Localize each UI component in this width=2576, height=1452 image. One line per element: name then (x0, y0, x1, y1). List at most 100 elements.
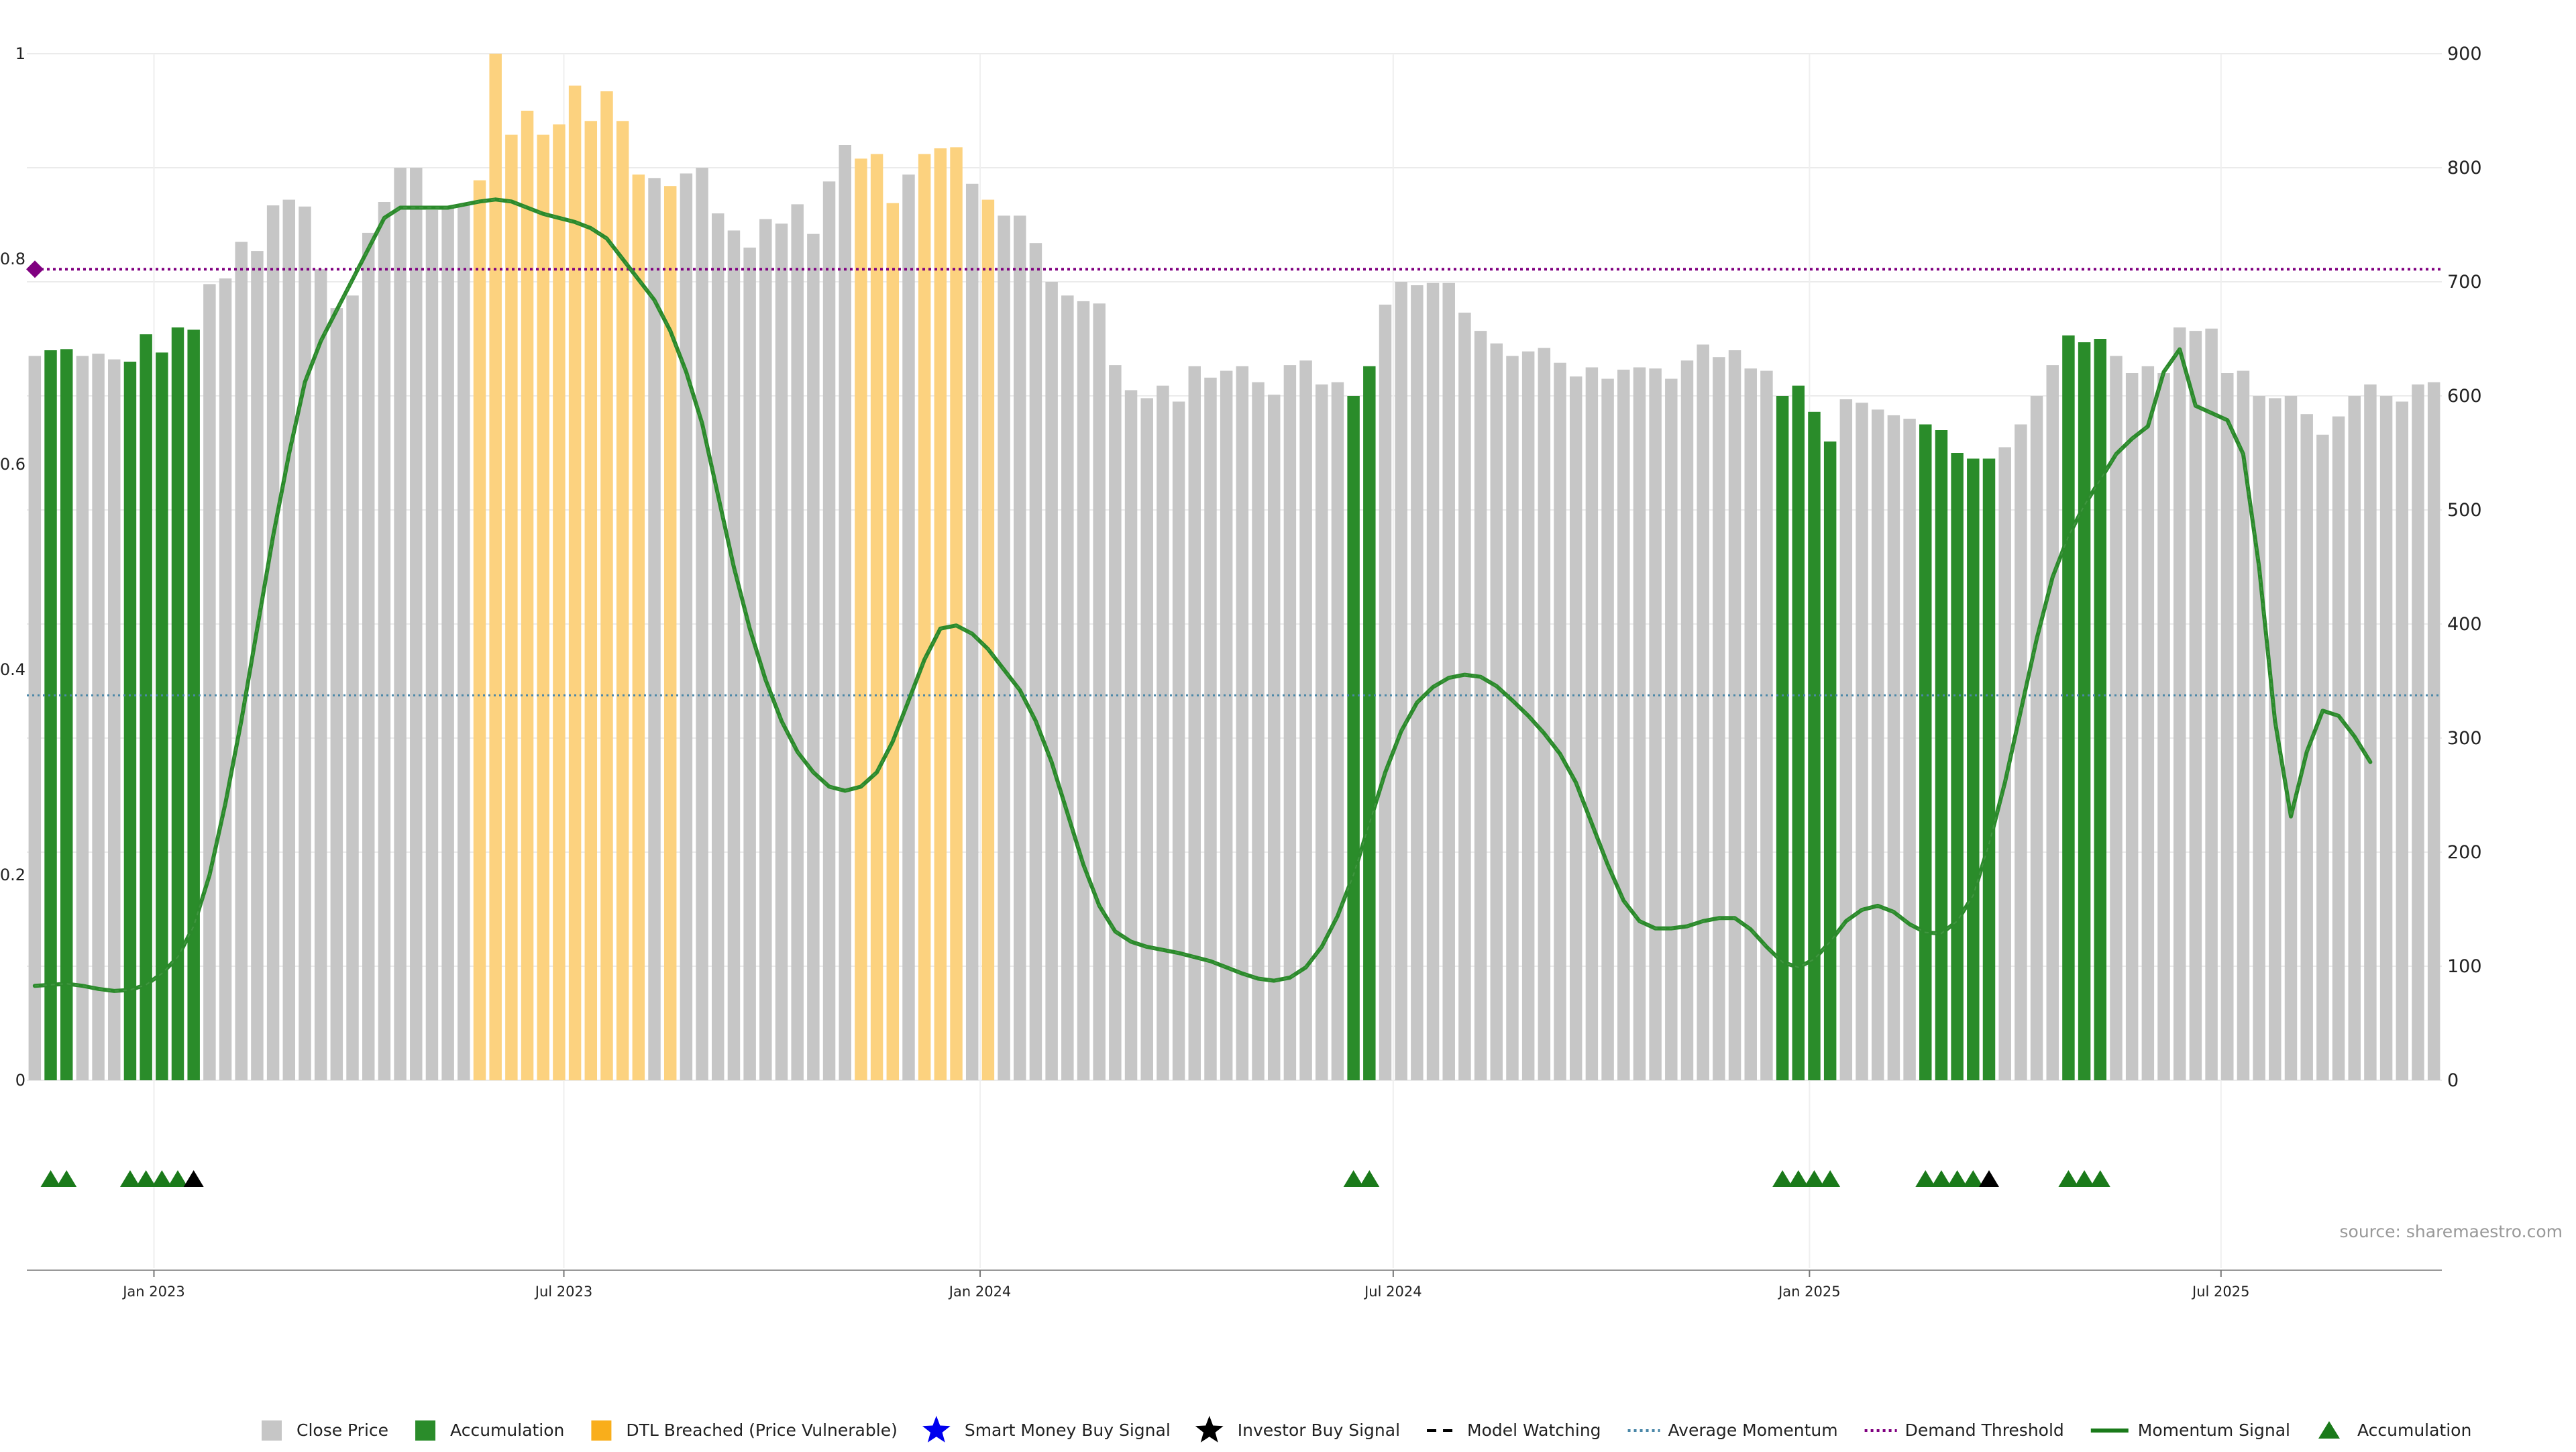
close-price-bar (1697, 344, 1709, 1080)
close-price-bar (2253, 396, 2265, 1080)
close-price-bar (1458, 312, 1471, 1080)
close-price-bar (1442, 282, 1455, 1081)
right-axis-tick-label: 800 (2447, 158, 2482, 178)
right-axis-tick-label: 0 (2447, 1070, 2459, 1091)
close-price-bar (314, 269, 327, 1080)
right-axis-tick-label: 400 (2447, 614, 2482, 635)
close-price-bar (441, 207, 454, 1080)
accumulation-bar (1919, 424, 1932, 1080)
close-price-bar (1411, 285, 1424, 1081)
accumulation-bar (1982, 458, 1996, 1080)
close-price-bar (410, 168, 423, 1080)
legend-item: Investor Buy Signal (1195, 1416, 1400, 1443)
close-price-bar (1649, 368, 1662, 1081)
left-axis-tick-label: 0.2 (0, 866, 25, 884)
close-price-bar (1172, 401, 1185, 1080)
close-price-bar (1490, 343, 1503, 1080)
close-price-bar (1744, 368, 1757, 1081)
close-price-bar (2141, 366, 2155, 1080)
close-price-bar (1887, 415, 1900, 1080)
close-price-bar (1617, 369, 1630, 1080)
accumulation-marker (2090, 1170, 2110, 1187)
x-axis-tick-label: Jul 2024 (1363, 1284, 1421, 1300)
source-note: source: sharemaestro.com (2340, 1222, 2563, 1241)
close-price-bar (2412, 384, 2424, 1080)
legend-item: DTL Breached (Price Vulnerable) (591, 1420, 898, 1441)
dtl-breached-bar (663, 186, 677, 1081)
accumulation-marker (1804, 1170, 1825, 1187)
signal-markers (40, 1170, 2110, 1187)
close-price-bar (696, 168, 708, 1080)
close-price-bar (1204, 377, 1217, 1080)
legend-label: Demand Threshold (1905, 1420, 2064, 1440)
dtl-breached-bar (473, 180, 486, 1081)
legend-swatch (591, 1420, 612, 1441)
legend-item: Smart Money Buy Signal (922, 1416, 1171, 1443)
investor-buy-marker (1979, 1170, 1999, 1187)
close-price-bar (2189, 331, 2202, 1081)
close-price-bar (759, 219, 772, 1080)
dtl-breached-bar (886, 203, 900, 1081)
close-price-bar (2332, 416, 2345, 1080)
close-price-bar (1236, 366, 1249, 1080)
legend-star-icon (1195, 1416, 1224, 1443)
legend-label: Model Watching (1467, 1420, 1601, 1440)
accumulation-marker (136, 1170, 156, 1187)
close-price-bar (235, 242, 248, 1080)
close-price-bar (1124, 390, 1138, 1080)
accumulation-marker (1915, 1170, 1936, 1187)
legend-label: Investor Buy Signal (1238, 1420, 1400, 1440)
accumulation-bar (156, 352, 168, 1080)
legend-item: Demand Threshold (1864, 1420, 2064, 1440)
close-price-bar (902, 174, 915, 1081)
accumulation-bar (1792, 385, 1805, 1081)
close-price-bar (425, 209, 439, 1080)
legend-label: Accumulation (450, 1420, 564, 1440)
accumulation-bar (1347, 396, 1360, 1080)
legend-swatch (262, 1420, 282, 1441)
accumulation-marker (1931, 1170, 1951, 1187)
close-price-bar (1856, 403, 1868, 1080)
close-price-bar (219, 278, 232, 1080)
legend-item: Average Momentum (1627, 1420, 1838, 1440)
dtl-breached-bar (950, 147, 963, 1080)
accumulation-marker (1788, 1170, 1809, 1187)
dtl-breached-bar (616, 121, 629, 1080)
price-bars (28, 54, 2440, 1081)
momentum-signal-line (32, 197, 2373, 993)
close-price-bar (203, 284, 216, 1080)
close-price-bar (1077, 301, 1090, 1080)
close-price-bar (76, 356, 89, 1080)
close-price-bar (2030, 396, 2043, 1080)
x-axis-tick-label: Jan 2024 (948, 1284, 1012, 1300)
close-price-bar (2237, 370, 2250, 1080)
dtl-breached-bar (934, 148, 947, 1081)
dtl-breached-bar (855, 158, 867, 1080)
close-price-bar (28, 356, 42, 1080)
close-price-bar (1903, 419, 1916, 1080)
demand-threshold-marker (26, 260, 44, 278)
right-axis-tick-label: 300 (2447, 728, 2482, 749)
close-price-bar (1839, 399, 1853, 1080)
accumulation-bar (2078, 342, 2091, 1081)
close-price-bar (1474, 331, 1487, 1081)
signal-lines (26, 197, 2442, 993)
accumulation-marker (1947, 1170, 1968, 1187)
legend-item: Model Watching (1427, 1420, 1601, 1440)
accumulation-marker (56, 1170, 77, 1187)
accumulation-bar (1363, 366, 1376, 1080)
close-price-bar (378, 202, 391, 1080)
close-price-bar (108, 359, 121, 1080)
dtl-breached-bar (489, 54, 502, 1080)
accumulation-marker (40, 1170, 61, 1187)
dtl-breached-bar (981, 199, 995, 1081)
legend-item: Accumulation (2318, 1420, 2471, 1440)
close-price-bar (1426, 282, 1440, 1081)
right-axis-tick-label: 600 (2447, 386, 2482, 407)
close-price-bar (839, 145, 851, 1080)
accumulation-marker (1963, 1170, 1984, 1187)
close-price-bar (1713, 357, 1725, 1081)
accumulation-marker (2074, 1170, 2095, 1187)
x-axis-tick-label: Jan 2023 (121, 1284, 185, 1300)
right-axis-tick-label: 100 (2447, 956, 2482, 977)
